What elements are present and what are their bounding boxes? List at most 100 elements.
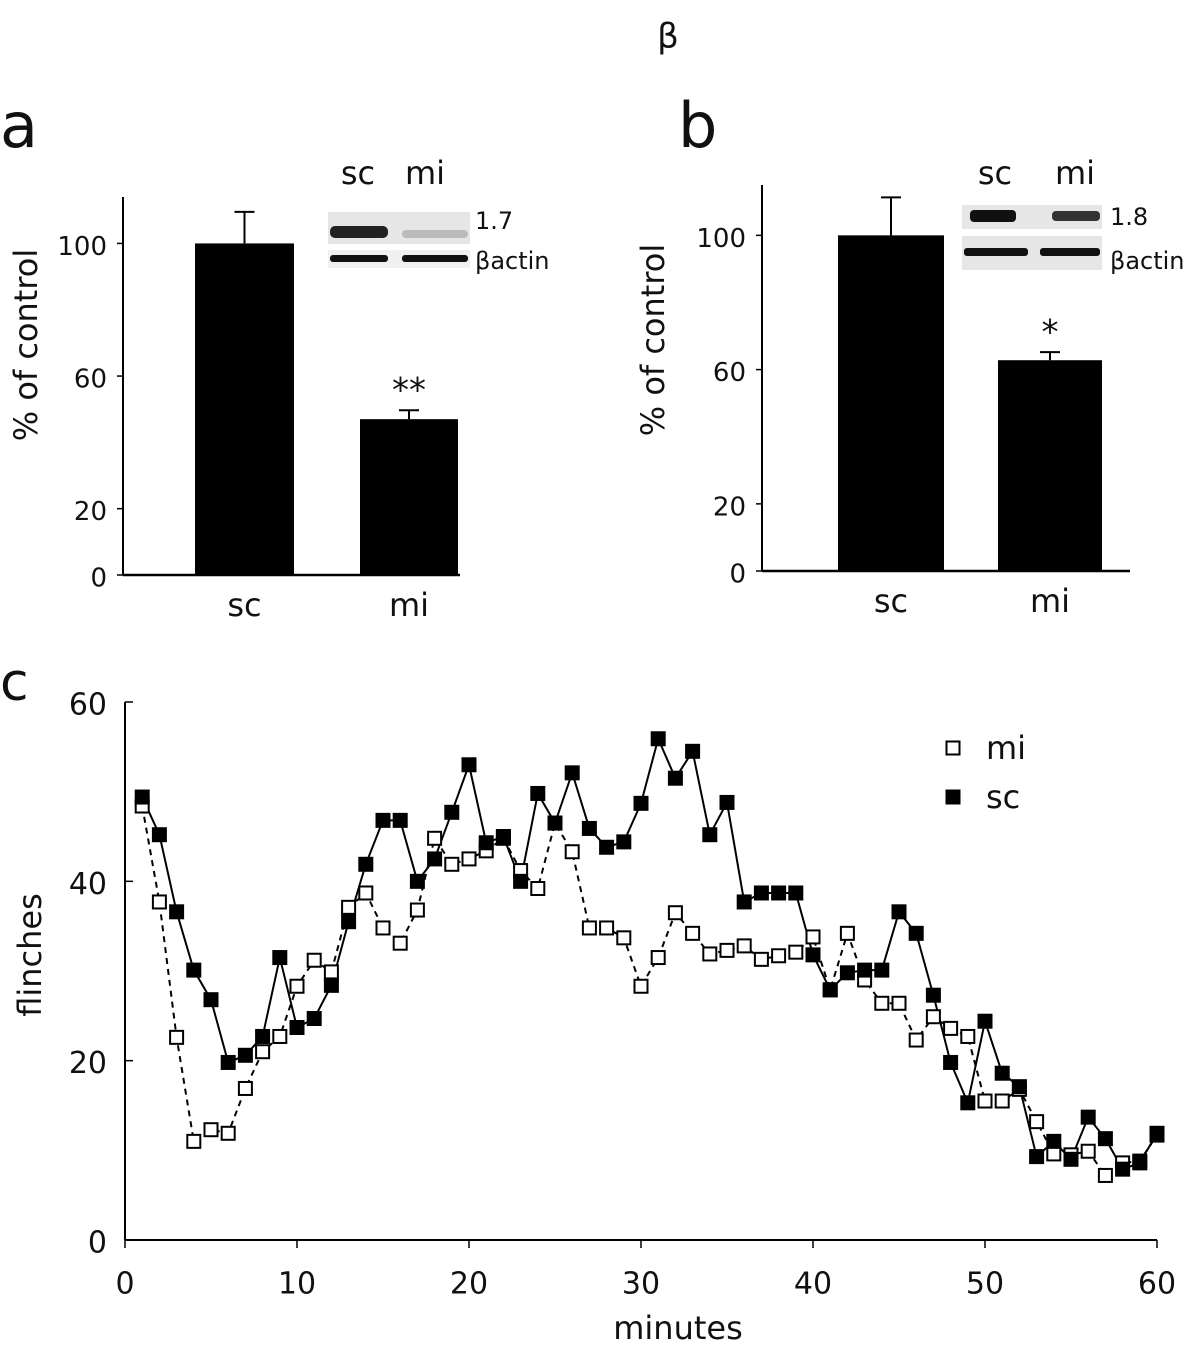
data-point xyxy=(409,873,425,889)
data-point xyxy=(530,881,546,897)
data-point xyxy=(633,978,649,994)
data-point xyxy=(633,795,649,811)
data-point xyxy=(323,977,339,993)
data-point xyxy=(255,1044,271,1060)
bar xyxy=(998,360,1102,571)
y-axis-label: % of control xyxy=(634,244,672,437)
y-tick-label: 20 xyxy=(74,497,107,527)
data-point xyxy=(788,944,804,960)
data-point xyxy=(719,942,735,958)
x-tick-label: mi xyxy=(1030,582,1070,620)
data-point xyxy=(237,1047,253,1063)
y-tick-label: 0 xyxy=(729,560,746,590)
significance-label: * xyxy=(1042,313,1059,353)
data-point xyxy=(908,925,924,941)
data-point xyxy=(753,885,769,901)
data-point xyxy=(616,930,632,946)
data-point xyxy=(151,894,167,910)
legend-marker xyxy=(945,789,961,805)
data-point xyxy=(375,812,391,828)
data-point xyxy=(1046,1133,1062,1149)
data-point xyxy=(788,885,804,901)
data-point xyxy=(616,834,632,850)
data-point xyxy=(736,894,752,910)
data-point xyxy=(977,1013,993,1029)
error-bar xyxy=(399,409,419,420)
data-point xyxy=(874,962,890,978)
data-point xyxy=(169,1029,185,1045)
data-point xyxy=(341,899,357,915)
data-point xyxy=(306,1011,322,1027)
data-point xyxy=(994,1065,1010,1081)
data-point xyxy=(1115,1161,1131,1177)
x-tick-label: 30 xyxy=(622,1267,660,1302)
data-point xyxy=(203,992,219,1008)
data-point xyxy=(220,1125,236,1141)
lane-label: mi xyxy=(405,154,445,192)
y-tick-label: 0 xyxy=(90,564,107,594)
data-point xyxy=(581,920,597,936)
x-tick-label: 0 xyxy=(115,1267,134,1302)
data-point xyxy=(272,950,288,966)
data-point xyxy=(289,978,305,994)
data-point xyxy=(857,962,873,978)
data-point xyxy=(719,794,735,810)
data-point xyxy=(667,770,683,786)
ratio-label: 1.8 xyxy=(1110,203,1148,231)
data-point xyxy=(943,1020,959,1036)
data-point xyxy=(908,1032,924,1048)
data-point xyxy=(358,856,374,872)
bar xyxy=(195,243,294,575)
data-point xyxy=(272,1028,288,1044)
data-point xyxy=(289,1019,305,1035)
data-point xyxy=(1011,1079,1027,1095)
data-point xyxy=(685,743,701,759)
error-bar xyxy=(1040,351,1060,361)
x-tick-label: 20 xyxy=(450,1267,488,1302)
data-point xyxy=(771,885,787,901)
data-point xyxy=(943,1054,959,1070)
y-tick-label: 60 xyxy=(74,365,107,395)
data-point xyxy=(839,925,855,941)
bar xyxy=(360,419,458,575)
data-point xyxy=(530,785,546,801)
data-point xyxy=(427,851,443,867)
x-tick-label: 10 xyxy=(278,1267,316,1302)
data-point xyxy=(495,829,511,844)
data-point xyxy=(220,1054,236,1070)
significance-label: ** xyxy=(392,371,426,411)
legend-label: sc xyxy=(986,778,1020,816)
data-point xyxy=(151,827,167,843)
data-point xyxy=(341,914,357,930)
data-point xyxy=(1097,1131,1113,1147)
data-point xyxy=(1063,1151,1079,1167)
data-point xyxy=(822,982,838,998)
data-point xyxy=(186,962,202,978)
data-point xyxy=(461,757,477,773)
data-point xyxy=(392,935,408,951)
data-point xyxy=(805,929,821,945)
data-point xyxy=(1097,1167,1113,1183)
y-tick-label: 60 xyxy=(713,358,746,388)
data-point xyxy=(134,789,150,805)
error-bar xyxy=(881,196,901,236)
panel-label: b xyxy=(678,89,717,162)
y-tick-label: 20 xyxy=(713,492,746,522)
y-tick-label: 40 xyxy=(69,867,107,902)
data-point xyxy=(323,964,339,980)
panel-label: c xyxy=(0,653,29,713)
data-point xyxy=(805,947,821,963)
bar xyxy=(838,235,944,571)
data-point xyxy=(650,731,666,747)
data-point xyxy=(650,950,666,966)
data-point xyxy=(667,905,683,921)
data-point xyxy=(547,815,563,831)
data-point xyxy=(977,1093,993,1109)
data-point xyxy=(392,812,408,828)
data-point xyxy=(237,1080,253,1096)
data-point xyxy=(358,885,374,901)
x-tick-label: 60 xyxy=(1138,1267,1176,1302)
data-point xyxy=(461,851,477,867)
